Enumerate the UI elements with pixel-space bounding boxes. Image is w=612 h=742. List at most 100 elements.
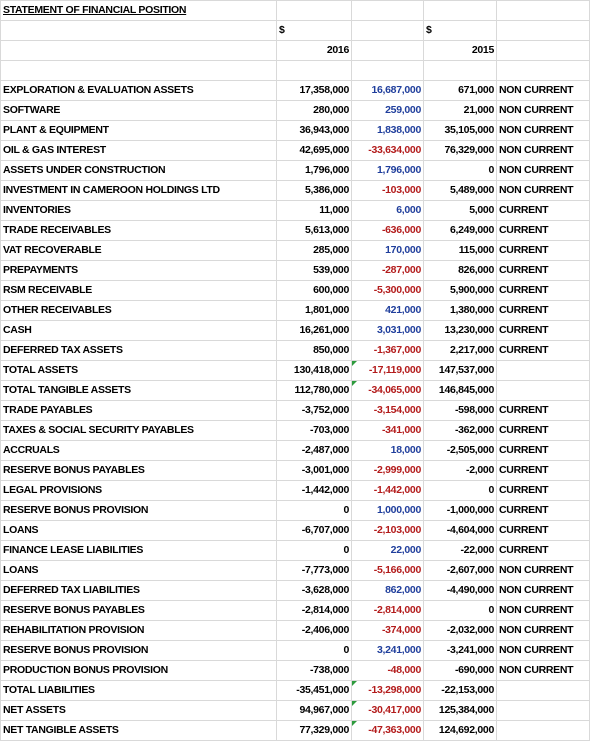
value-2015[interactable]: -3,241,000 <box>423 640 497 661</box>
change-value[interactable]: 170,000 <box>351 240 424 261</box>
line-item-label[interactable]: NET TANGIBLE ASSETS <box>0 720 277 741</box>
line-item-label[interactable]: NET ASSETS <box>0 700 277 721</box>
empty-cell[interactable] <box>351 0 424 21</box>
classification-label[interactable]: CURRENT <box>496 400 590 421</box>
empty-cell[interactable] <box>351 60 424 81</box>
value-2016[interactable]: 0 <box>276 640 352 661</box>
classification-label[interactable]: CURRENT <box>496 460 590 481</box>
classification-label[interactable] <box>496 720 590 741</box>
empty-cell[interactable] <box>496 60 590 81</box>
line-item-label[interactable]: PREPAYMENTS <box>0 260 277 281</box>
value-2015[interactable]: 5,900,000 <box>423 280 497 301</box>
classification-label[interactable]: CURRENT <box>496 340 590 361</box>
empty-cell[interactable] <box>0 40 277 61</box>
change-value[interactable]: 3,241,000 <box>351 640 424 661</box>
empty-cell[interactable] <box>423 0 497 21</box>
change-value[interactable]: 1,000,000 <box>351 500 424 521</box>
change-value[interactable]: 22,000 <box>351 540 424 561</box>
change-value[interactable]: -34,065,000 <box>351 380 424 401</box>
line-item-label[interactable]: LOANS <box>0 560 277 581</box>
value-2016[interactable]: -2,487,000 <box>276 440 352 461</box>
value-2016[interactable]: 42,695,000 <box>276 140 352 161</box>
value-2016[interactable]: 0 <box>276 540 352 561</box>
value-2015[interactable]: 2,217,000 <box>423 340 497 361</box>
change-value[interactable]: -374,000 <box>351 620 424 641</box>
value-2016[interactable]: 600,000 <box>276 280 352 301</box>
change-value[interactable]: 259,000 <box>351 100 424 121</box>
line-item-label[interactable]: PRODUCTION BONUS PROVISION <box>0 660 277 681</box>
change-value[interactable]: -5,300,000 <box>351 280 424 301</box>
value-2016[interactable]: -7,773,000 <box>276 560 352 581</box>
change-value[interactable]: -287,000 <box>351 260 424 281</box>
classification-label[interactable]: CURRENT <box>496 480 590 501</box>
empty-cell[interactable] <box>0 60 277 81</box>
value-2015[interactable]: 0 <box>423 600 497 621</box>
classification-label[interactable]: NON CURRENT <box>496 560 590 581</box>
value-2016[interactable]: 5,386,000 <box>276 180 352 201</box>
line-item-label[interactable]: INVENTORIES <box>0 200 277 221</box>
year-2015-header[interactable]: 2015 <box>423 40 497 61</box>
value-2016[interactable]: -3,628,000 <box>276 580 352 601</box>
value-2015[interactable]: -2,505,000 <box>423 440 497 461</box>
empty-cell[interactable] <box>276 60 352 81</box>
classification-label[interactable]: NON CURRENT <box>496 80 590 101</box>
empty-cell[interactable] <box>423 60 497 81</box>
statement-title[interactable]: STATEMENT OF FINANCIAL POSITION <box>0 0 277 21</box>
change-value[interactable]: -1,367,000 <box>351 340 424 361</box>
classification-label[interactable]: NON CURRENT <box>496 580 590 601</box>
value-2016[interactable]: 1,801,000 <box>276 300 352 321</box>
value-2015[interactable]: 147,537,000 <box>423 360 497 381</box>
value-2016[interactable]: 11,000 <box>276 200 352 221</box>
change-value[interactable]: 3,031,000 <box>351 320 424 341</box>
value-2016[interactable]: 112,780,000 <box>276 380 352 401</box>
change-value[interactable]: -2,814,000 <box>351 600 424 621</box>
value-2016[interactable]: 539,000 <box>276 260 352 281</box>
value-2016[interactable]: 285,000 <box>276 240 352 261</box>
value-2016[interactable]: 5,613,000 <box>276 220 352 241</box>
value-2015[interactable]: 5,000 <box>423 200 497 221</box>
line-item-label[interactable]: TOTAL TANGIBLE ASSETS <box>0 380 277 401</box>
change-value[interactable]: 1,796,000 <box>351 160 424 181</box>
classification-label[interactable] <box>496 360 590 381</box>
line-item-label[interactable]: TAXES & SOCIAL SECURITY PAYABLES <box>0 420 277 441</box>
value-2015[interactable]: 5,489,000 <box>423 180 497 201</box>
line-item-label[interactable]: OIL & GAS INTEREST <box>0 140 277 161</box>
line-item-label[interactable]: LEGAL PROVISIONS <box>0 480 277 501</box>
change-value[interactable]: -47,363,000 <box>351 720 424 741</box>
line-item-label[interactable]: RESERVE BONUS PROVISION <box>0 500 277 521</box>
value-2015[interactable]: -4,490,000 <box>423 580 497 601</box>
change-value[interactable]: -636,000 <box>351 220 424 241</box>
value-2016[interactable]: 17,358,000 <box>276 80 352 101</box>
line-item-label[interactable]: ACCRUALS <box>0 440 277 461</box>
currency-symbol-2015[interactable]: $ <box>423 20 497 41</box>
classification-label[interactable]: NON CURRENT <box>496 620 590 641</box>
value-2016[interactable]: 94,967,000 <box>276 700 352 721</box>
classification-label[interactable]: NON CURRENT <box>496 140 590 161</box>
value-2015[interactable]: 0 <box>423 160 497 181</box>
value-2016[interactable]: 16,261,000 <box>276 320 352 341</box>
line-item-label[interactable]: RSM RECEIVABLE <box>0 280 277 301</box>
value-2015[interactable]: -22,153,000 <box>423 680 497 701</box>
empty-cell[interactable] <box>496 0 590 21</box>
line-item-label[interactable]: DEFERRED TAX LIABILITIES <box>0 580 277 601</box>
line-item-label[interactable]: ASSETS UNDER CONSTRUCTION <box>0 160 277 181</box>
value-2015[interactable]: -598,000 <box>423 400 497 421</box>
classification-label[interactable] <box>496 680 590 701</box>
value-2015[interactable]: -2,607,000 <box>423 560 497 581</box>
value-2015[interactable]: 671,000 <box>423 80 497 101</box>
empty-cell[interactable] <box>496 20 590 41</box>
value-2016[interactable]: 77,329,000 <box>276 720 352 741</box>
classification-label[interactable]: NON CURRENT <box>496 600 590 621</box>
change-value[interactable]: -2,999,000 <box>351 460 424 481</box>
classification-label[interactable]: CURRENT <box>496 320 590 341</box>
classification-label[interactable]: CURRENT <box>496 500 590 521</box>
change-value[interactable]: 16,687,000 <box>351 80 424 101</box>
change-value[interactable]: -48,000 <box>351 660 424 681</box>
value-2015[interactable]: 826,000 <box>423 260 497 281</box>
value-2016[interactable]: 1,796,000 <box>276 160 352 181</box>
empty-cell[interactable] <box>351 20 424 41</box>
classification-label[interactable]: CURRENT <box>496 240 590 261</box>
line-item-label[interactable]: REHABILITATION PROVISION <box>0 620 277 641</box>
value-2015[interactable]: 115,000 <box>423 240 497 261</box>
change-value[interactable]: 18,000 <box>351 440 424 461</box>
